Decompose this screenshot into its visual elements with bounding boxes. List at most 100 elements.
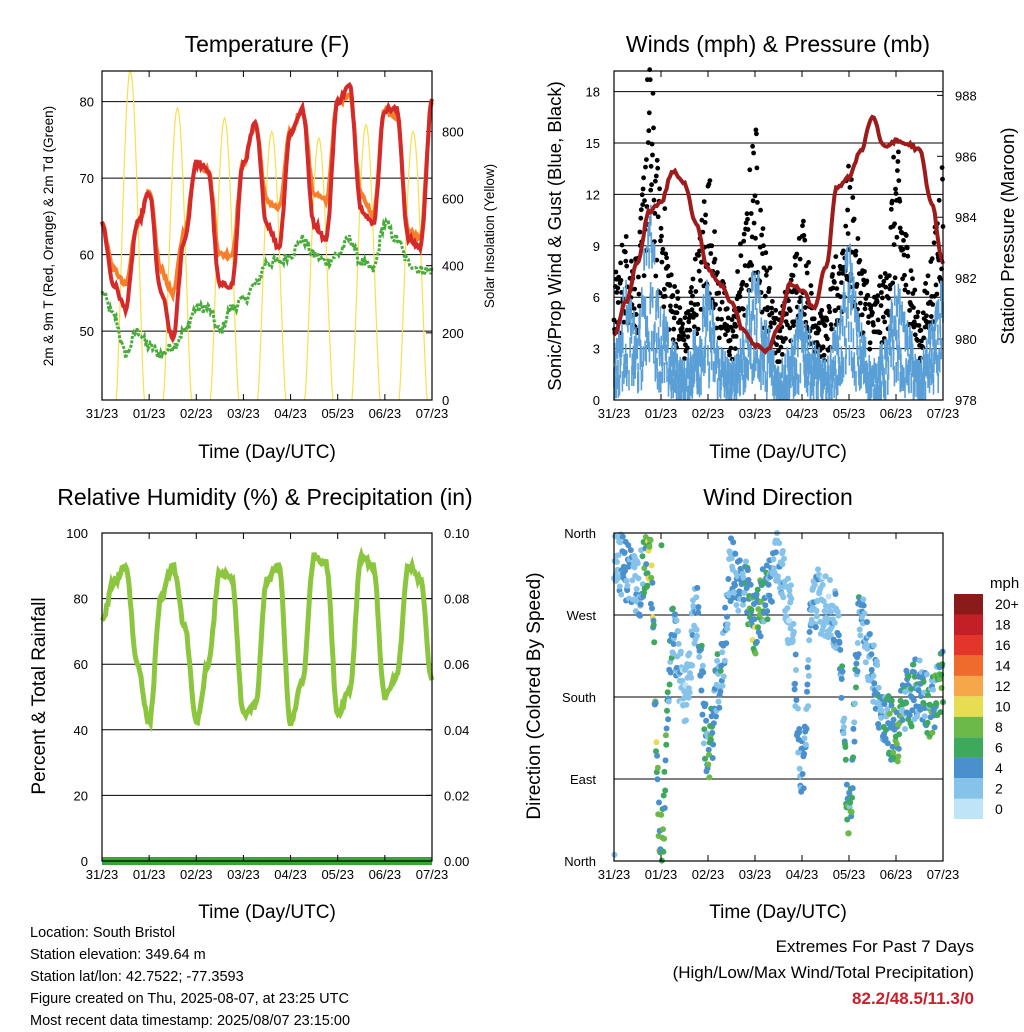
gust-point bbox=[619, 242, 625, 248]
gust-point bbox=[725, 315, 731, 321]
wind-direction-xtick-label: 31/23 bbox=[598, 867, 631, 882]
wind-direction-point bbox=[842, 756, 849, 763]
winds-ytick-label: 0 bbox=[593, 393, 600, 408]
wind-direction-point bbox=[665, 716, 672, 723]
gust-point bbox=[793, 262, 798, 268]
wind-direction-point bbox=[733, 602, 740, 608]
wind-direction-point bbox=[866, 631, 873, 637]
extremes-box: Extremes For Past 7 Days (High/Low/Max W… bbox=[673, 934, 974, 1012]
humidity-ylabel: Percent & Total Rainfall bbox=[29, 597, 50, 794]
gust-point bbox=[639, 192, 645, 198]
gust-point bbox=[668, 272, 674, 278]
wind-direction-point bbox=[666, 681, 673, 688]
wind-direction-point bbox=[730, 539, 737, 546]
gust-point bbox=[693, 289, 699, 294]
gust-point bbox=[920, 310, 926, 316]
gust-point bbox=[897, 225, 903, 231]
winds-xtick-label: 07/23 bbox=[927, 406, 960, 421]
wind-direction-point bbox=[812, 624, 819, 631]
wind-direction-point bbox=[672, 611, 678, 618]
gust-point bbox=[816, 343, 821, 348]
wind-direction-xtick-label: 03/23 bbox=[739, 867, 772, 882]
gust-point bbox=[686, 319, 692, 325]
wind-direction-point bbox=[740, 574, 747, 581]
wind-direction-point bbox=[924, 719, 931, 726]
wind-direction-point bbox=[792, 680, 798, 687]
gust-point bbox=[868, 303, 874, 309]
gust-point bbox=[679, 325, 685, 331]
gust-point bbox=[770, 299, 775, 304]
gust-point bbox=[894, 234, 900, 240]
wind-direction-point bbox=[647, 600, 654, 607]
wind-direction-point bbox=[683, 717, 689, 724]
gust-point bbox=[865, 292, 871, 298]
gust-point bbox=[867, 340, 873, 346]
wind-direction-point bbox=[764, 616, 771, 623]
wind-direction-point bbox=[670, 641, 677, 647]
wind-direction-point bbox=[878, 714, 885, 721]
humidity-xtick-label: 31/23 bbox=[86, 867, 119, 882]
gust-point bbox=[794, 251, 800, 257]
humidity-xtick-label: 02/23 bbox=[180, 867, 213, 882]
gust-point bbox=[693, 312, 699, 318]
wind-direction-point bbox=[876, 724, 882, 731]
gust-point bbox=[653, 273, 659, 279]
wind-direction-point bbox=[637, 601, 644, 608]
winds-ytick-right-label: 978 bbox=[955, 393, 977, 408]
wind-direction-point bbox=[654, 752, 661, 759]
gust-point bbox=[738, 241, 743, 247]
gust-point bbox=[640, 202, 646, 208]
wind-direction-point bbox=[675, 640, 682, 647]
wind-direction-point bbox=[713, 713, 719, 720]
winds-ytick-label: 6 bbox=[593, 290, 600, 305]
gust-point bbox=[912, 287, 918, 293]
gust-point bbox=[853, 248, 859, 254]
gust-point bbox=[777, 359, 782, 364]
wind-direction-point bbox=[686, 650, 693, 657]
wind-direction-xtick-label: 01/23 bbox=[645, 867, 678, 882]
gust-point bbox=[671, 326, 677, 332]
gust-point bbox=[797, 299, 802, 305]
colorbar-swatch bbox=[954, 757, 983, 779]
gust-point bbox=[863, 301, 868, 307]
gust-point bbox=[637, 303, 642, 309]
wind-direction-point bbox=[902, 726, 908, 732]
wind-direction-point bbox=[613, 558, 620, 565]
gust-point bbox=[760, 226, 766, 232]
colorbar-swatch bbox=[954, 634, 983, 656]
wind-direction-point bbox=[689, 662, 696, 669]
wind-direction-point bbox=[870, 642, 877, 649]
gust-point bbox=[650, 152, 655, 158]
wind-direction-point bbox=[714, 651, 721, 658]
wind-direction-point bbox=[685, 694, 692, 701]
gust-point bbox=[883, 284, 889, 290]
gust-point bbox=[719, 316, 724, 322]
gust-point bbox=[870, 310, 875, 316]
wind-direction-point bbox=[813, 607, 820, 614]
wind-direction-point bbox=[663, 725, 670, 732]
gust-point bbox=[787, 308, 793, 313]
gust-point bbox=[902, 272, 907, 278]
wind-direction-point bbox=[909, 707, 916, 714]
solar-insolation-line bbox=[209, 116, 240, 401]
gust-point bbox=[923, 281, 928, 286]
wind-direction-point bbox=[752, 650, 759, 657]
gust-point bbox=[713, 302, 718, 307]
humidity-ytick-label: 20 bbox=[74, 788, 88, 803]
wind-direction-point bbox=[815, 566, 821, 573]
wind-direction-point bbox=[839, 663, 846, 670]
wind-direction-point bbox=[762, 602, 769, 609]
gust-point bbox=[892, 275, 898, 281]
temperature-ytick-right-label: 600 bbox=[442, 192, 464, 207]
gust-point bbox=[706, 181, 712, 187]
wind-direction-point bbox=[848, 813, 855, 820]
gust-point bbox=[878, 274, 883, 280]
gust-point bbox=[826, 305, 832, 311]
winds-ytick-label: 15 bbox=[586, 136, 600, 151]
wind-direction-point bbox=[629, 577, 636, 584]
wind-direction-point bbox=[722, 604, 729, 611]
gust-point bbox=[808, 283, 814, 288]
wind-direction-point bbox=[695, 609, 702, 616]
gust-point bbox=[647, 77, 653, 83]
gust-point bbox=[695, 301, 701, 307]
